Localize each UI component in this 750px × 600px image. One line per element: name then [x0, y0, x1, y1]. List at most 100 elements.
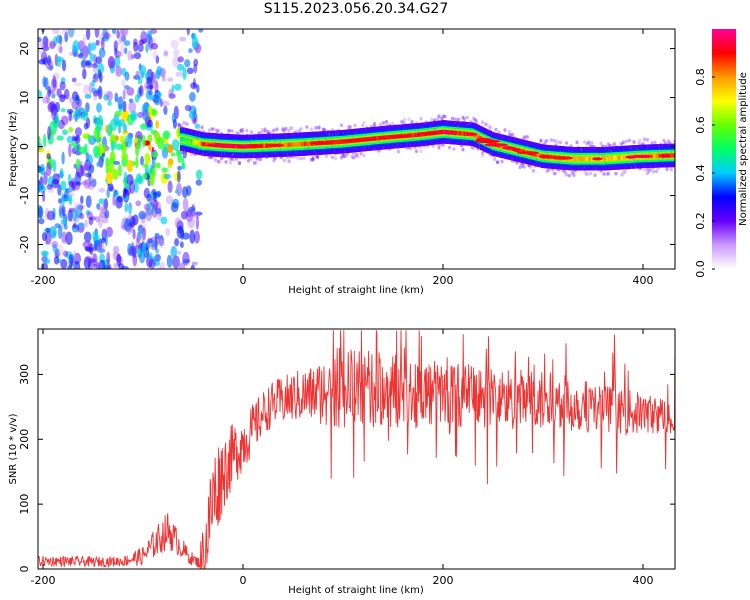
spectrogram-cell — [485, 123, 489, 127]
spectrogram-cell — [187, 215, 196, 229]
spectrogram-cell — [440, 142, 444, 147]
spectrogram-cell — [419, 116, 423, 121]
spectrogram-cell — [103, 94, 109, 101]
spectrogram-cell — [599, 141, 603, 145]
spectrogram-cell — [372, 121, 377, 126]
spectrogram-cell — [592, 157, 603, 161]
spectrogram-cell — [56, 135, 64, 141]
spectrogram-cell — [147, 105, 153, 116]
spectrogram-cell — [495, 160, 500, 164]
spectrogram-cell — [106, 188, 110, 198]
spectrogram-cell — [83, 256, 91, 269]
snr-series-line — [38, 330, 675, 569]
spectrogram-cell — [123, 171, 128, 184]
spectrogram-cell — [240, 130, 245, 134]
spectrogram-cell — [437, 145, 441, 150]
spectrogram-cell — [149, 174, 155, 186]
spectrogram-cell — [344, 154, 348, 158]
spectrogram-cell — [437, 114, 441, 119]
spectrogram-cell — [270, 129, 275, 134]
spectrogram-cell — [353, 155, 357, 159]
spectrogram-cell — [555, 140, 560, 144]
spectrogram-cell — [113, 40, 118, 52]
spectrogram-cell — [75, 181, 82, 186]
spectrogram-cell — [258, 157, 263, 162]
spectrogram-cell — [645, 171, 650, 175]
spectrogram-cell — [115, 143, 124, 151]
spectrogram-cell — [52, 75, 57, 89]
spectrogram-cell — [188, 111, 197, 120]
spectrogram-cell — [65, 187, 73, 193]
spectrogram-cell — [356, 154, 360, 159]
spectrogram-cell — [193, 58, 199, 67]
spectrogram-cell — [147, 237, 153, 244]
spectrogram-cell — [97, 114, 103, 129]
spectrogram-cell — [90, 42, 97, 51]
spectrogram-cell — [146, 33, 153, 45]
spectrogram-cell — [100, 203, 108, 214]
spectrogram-cell — [98, 259, 106, 269]
spectrogram-cell — [651, 169, 656, 174]
spectrogram-cell — [85, 29, 91, 40]
spectrogram-cell — [539, 139, 543, 143]
spectrogram-cell — [642, 168, 647, 172]
spectrogram-cell — [135, 156, 139, 169]
page-title: S115.2023.056.20.34.G27 — [263, 1, 449, 17]
spectrogram-cell — [185, 209, 193, 223]
spectrogram-cell — [249, 157, 254, 162]
spectrogram-cell — [156, 190, 162, 197]
spectrogram-cell — [564, 172, 569, 177]
spectrogram-cell — [106, 90, 113, 102]
spectrogram-cell — [176, 225, 184, 239]
spectrogram-cell — [475, 138, 493, 142]
spectrogram-cell — [63, 250, 69, 257]
spectrogram-cell — [122, 100, 127, 113]
spectrogram-cell — [515, 161, 519, 165]
spectrogram-cell — [85, 195, 92, 208]
spectrogram-cell — [106, 123, 113, 137]
spectrogram-cell — [140, 229, 145, 243]
spectrogram-cell — [47, 85, 52, 98]
spectrogram-cell — [294, 129, 299, 133]
spectrogram-cell — [390, 121, 395, 125]
spectrogram-cell — [129, 180, 136, 194]
spectrogram-cell — [150, 43, 159, 50]
spectrogram-cell — [543, 139, 548, 144]
spectrogram-cell — [587, 141, 591, 145]
colorbar-tick-label: 0.4 — [694, 164, 707, 182]
spectrogram-cell — [65, 231, 73, 245]
spectrogram-cell — [606, 142, 611, 146]
spectrogram-cell — [92, 73, 98, 83]
spectrogram-cell — [43, 171, 48, 186]
spectrogram-cell — [195, 169, 203, 180]
spectrogram-cell — [213, 158, 218, 162]
spectrogram-cell — [135, 144, 140, 157]
spectrogram-cell — [281, 128, 285, 133]
spectrogram-cell — [440, 116, 444, 120]
spectrogram-cell — [56, 55, 62, 68]
spectrogram-cell — [140, 155, 144, 166]
spectrogram-cell — [181, 155, 185, 169]
spectrogram-cell — [74, 113, 78, 123]
spectrogram-cell — [114, 120, 122, 127]
spectrogram-cell — [645, 138, 650, 142]
spectrogram-cell — [57, 119, 65, 130]
spectrogram-cell — [47, 126, 51, 140]
snr-y-ticks: 0 100 200 300 — [18, 364, 675, 573]
spectrogram-cell — [44, 38, 49, 48]
spectrogram-cell — [296, 156, 300, 161]
spectrogram-cell — [83, 45, 89, 59]
spectrogram-cell — [187, 206, 196, 212]
spectrogram-cell — [82, 241, 91, 249]
spectrogram-cell — [142, 109, 149, 121]
spectrogram-cell — [155, 120, 159, 129]
spectrogram-cell — [135, 200, 141, 207]
spectrogram-cell — [248, 144, 264, 148]
spectrogram-cell — [234, 130, 239, 135]
spectrogram-cell — [612, 141, 617, 146]
spectrogram-cell — [98, 72, 103, 83]
spectrogram-cell — [287, 159, 291, 163]
spectrogram-cell — [311, 157, 315, 161]
spectrogram-cell — [38, 142, 43, 150]
spectrogram-cell — [142, 173, 148, 180]
